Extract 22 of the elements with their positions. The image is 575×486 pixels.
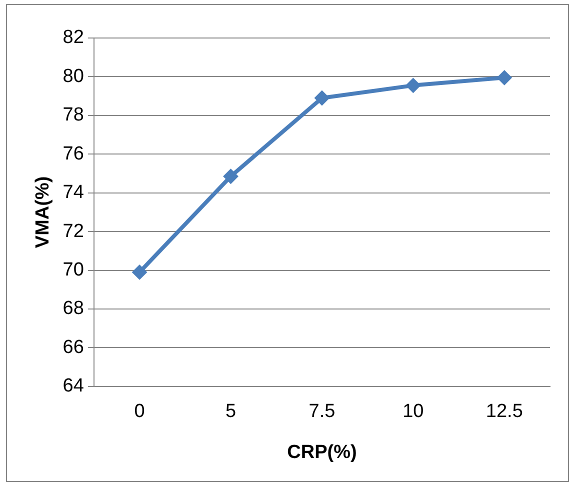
y-tick-label: 78: [62, 104, 84, 126]
x-tick-label: 7.5: [308, 401, 336, 422]
point: [223, 168, 238, 184]
point: [132, 264, 148, 280]
point: [406, 78, 421, 93]
x-tick-label: 5: [225, 401, 236, 422]
y-tick-label: 64: [62, 376, 84, 397]
y-tick-label: 80: [62, 66, 84, 87]
y-tick-label: 72: [62, 220, 84, 242]
point: [496, 70, 512, 86]
x-tick-label: 12.5: [486, 401, 523, 422]
x-tick-label: 10: [402, 401, 424, 422]
y-tick-label: 74: [62, 182, 84, 204]
y-tick-label: 68: [62, 298, 84, 320]
y-tick-label: 82: [62, 27, 84, 48]
x-axis-title: CRP(%): [287, 442, 357, 463]
point: [314, 90, 330, 106]
x-tick-label: 0: [134, 401, 145, 422]
y-tick-label: 76: [62, 143, 84, 164]
y-tick-label: 70: [62, 260, 84, 280]
y-axis-title: VMA(%): [32, 176, 54, 248]
y-tick-label: 66: [62, 336, 84, 358]
